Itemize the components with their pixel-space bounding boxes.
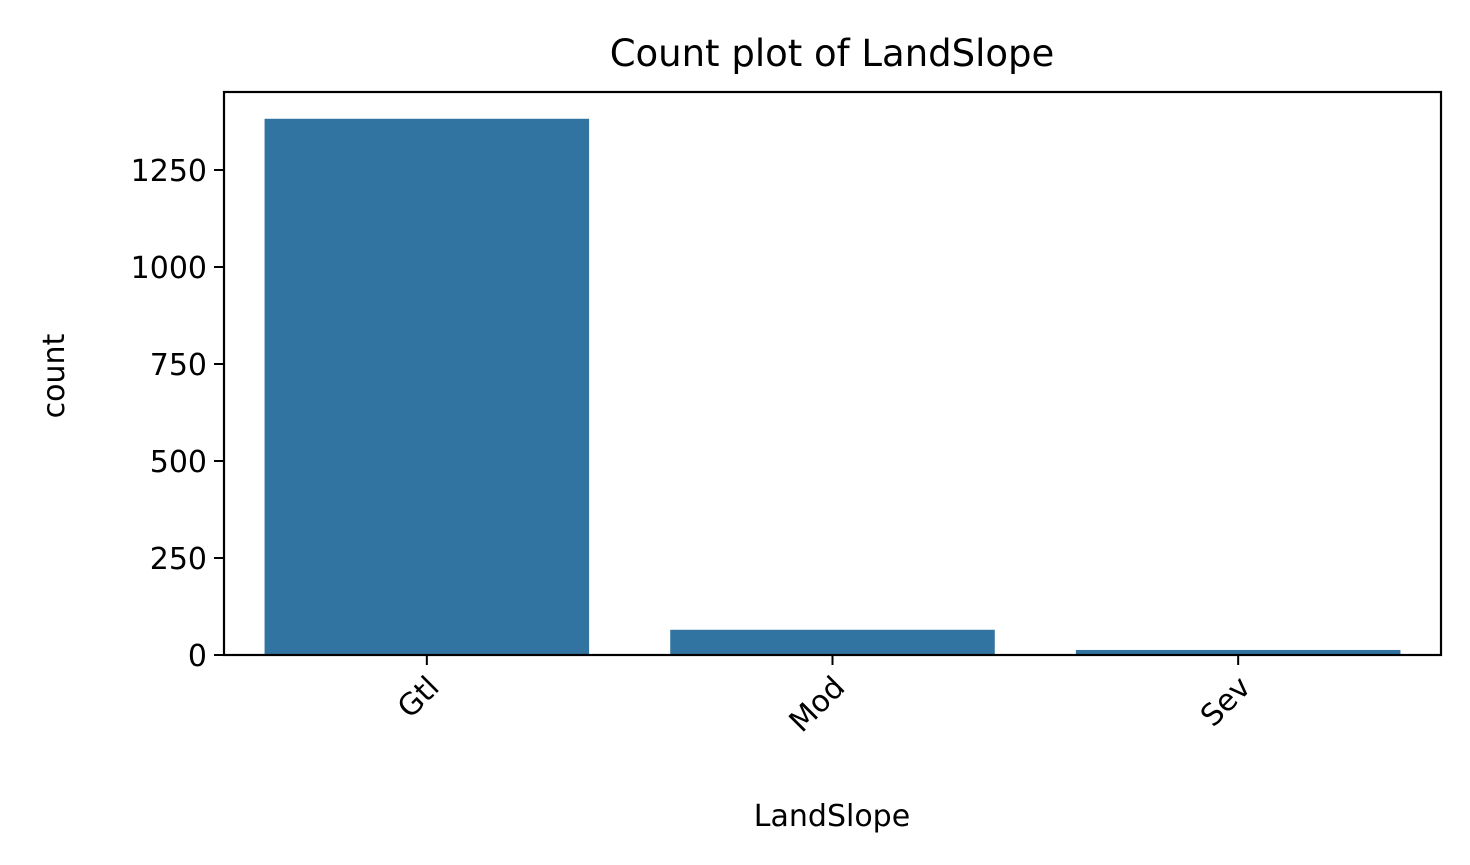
- y-tick-label: 1250: [131, 154, 207, 189]
- plot-frame: [222, 90, 1443, 657]
- y-tick-label: 500: [150, 445, 207, 480]
- y-tick-label: 1000: [131, 251, 207, 286]
- y-tick-label: 250: [150, 542, 207, 577]
- y-axis-label: count: [37, 333, 72, 418]
- bar-sev: [1075, 649, 1401, 655]
- y-axis-ticks: 0 250 500 750 1000 1250: [131, 154, 224, 674]
- bar-gtl: [264, 118, 590, 655]
- bars-group: [264, 118, 1401, 655]
- y-tick-label: 0: [188, 639, 207, 674]
- bar-mod: [670, 629, 995, 655]
- chart-title: Count plot of LandSlope: [610, 32, 1055, 75]
- y-tick-label: 750: [150, 348, 207, 383]
- x-axis-label: LandSlope: [754, 799, 910, 834]
